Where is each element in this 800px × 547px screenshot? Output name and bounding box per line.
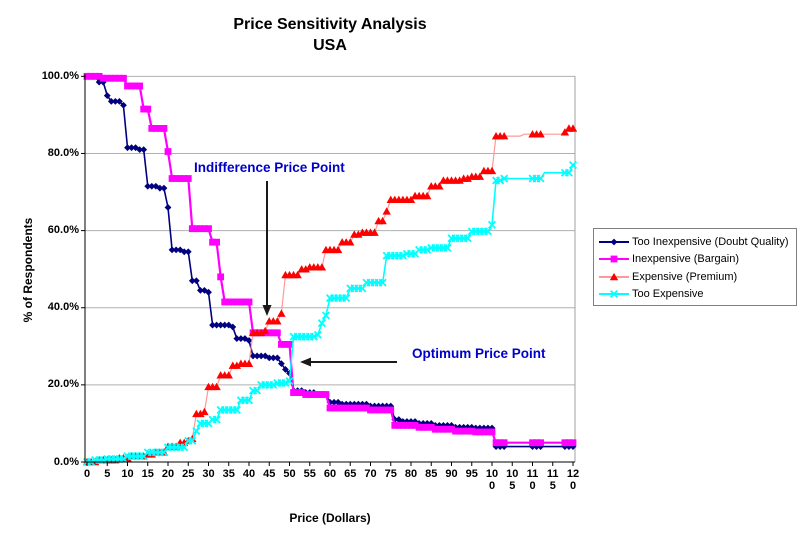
x-tick-label: 11 5 — [546, 468, 559, 492]
indifference-arrow-icon — [262, 181, 272, 316]
x-tick-label: 80 — [404, 468, 418, 480]
x-tick-label: 11 0 — [526, 468, 539, 492]
x-tick-label: 50 — [283, 468, 296, 480]
x-tick-label: 65 — [344, 468, 357, 480]
x-tick-label: 5 — [104, 468, 111, 480]
chart-legend: Too Inexpensive (Doubt Quality) Inexpensi… — [593, 228, 797, 306]
optimum-arrow-icon — [300, 357, 397, 367]
indifference-annotation: Indifference Price Point — [194, 160, 345, 175]
y-tick-label: 20.0% — [47, 378, 79, 391]
square-marker-icon — [599, 255, 629, 263]
data-series — [82, 72, 578, 467]
x-tick-label: 85 — [425, 468, 438, 480]
y-tick-label: 80.0% — [47, 146, 79, 159]
x-axis-title: Price (Dollars) — [289, 511, 371, 525]
y-tick-label: 60.0% — [47, 224, 79, 237]
x-tick-label: 60 — [323, 468, 337, 480]
triangle-marker-icon — [599, 272, 629, 281]
legend-item-label: Too Inexpensive (Doubt Quality) — [632, 235, 789, 248]
y-tick-label: 0.0% — [53, 455, 79, 468]
x-tick-label: 90 — [445, 468, 458, 480]
series-triangle — [82, 124, 578, 466]
x-tick-label: 30 — [202, 468, 215, 480]
x-tick-label: 40 — [242, 468, 256, 480]
legend-item-label: Expensive (Premium) — [632, 270, 738, 283]
gridlines — [85, 75, 576, 462]
x-tick-label: 25 — [182, 468, 195, 480]
x-tick-label: 10 — [121, 468, 134, 480]
x-tick-label: 70 — [364, 468, 377, 480]
legend-item: Too Expensive — [598, 286, 794, 303]
legend-item: Expensive (Premium) — [598, 268, 794, 285]
chart-title-line2: USA — [313, 37, 347, 54]
x-tick-label: 10 5 — [506, 468, 519, 492]
x-tick-label: 45 — [263, 468, 276, 480]
x-tick-label: 12 0 — [566, 468, 580, 492]
x-tick-label: 0 — [83, 468, 91, 480]
x-marker-icon — [599, 290, 629, 299]
optimum-annotation: Optimum Price Point — [412, 346, 546, 361]
series-x — [82, 160, 578, 467]
legend-item: Inexpensive (Bargain) — [598, 251, 794, 268]
chart-title: Price Sensitivity Analysis USA — [85, 14, 575, 56]
x-tick-label: 95 — [465, 468, 478, 480]
legend-item: Too Inexpensive (Doubt Quality) — [598, 233, 794, 250]
series-square — [83, 72, 577, 447]
x-tick-label: 55 — [303, 468, 316, 480]
x-tick-label: 75 — [384, 468, 397, 480]
x-tick-label: 10 0 — [485, 468, 499, 492]
legend-item-label: Too Expensive — [632, 288, 704, 301]
legend-item-label: Inexpensive (Bargain) — [632, 253, 740, 266]
axes-lines — [81, 74, 575, 466]
y-tick-label: 100.0% — [41, 69, 79, 82]
x-tick-label: 15 — [141, 468, 154, 480]
chart-title-line1: Price Sensitivity Analysis — [233, 16, 427, 33]
x-tick-label: 35 — [222, 468, 235, 480]
x-tick-label: 20 — [161, 468, 175, 480]
diamond-marker-icon — [599, 238, 629, 246]
y-tick-label: 40.0% — [47, 301, 79, 314]
